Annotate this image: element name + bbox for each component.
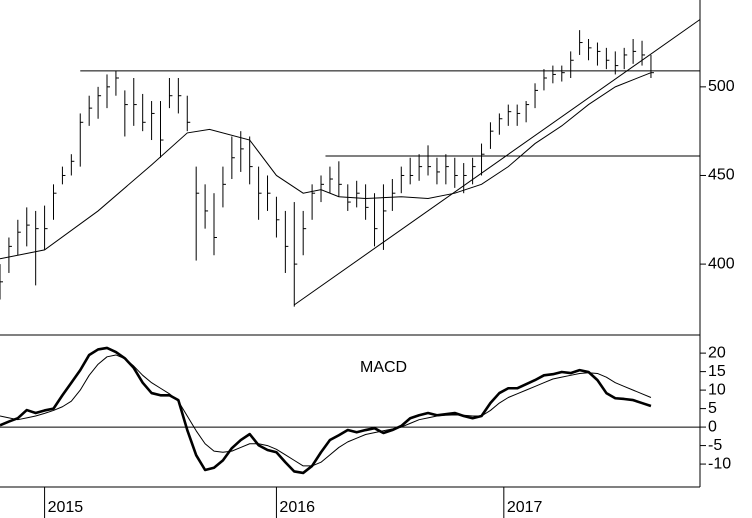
- y-tick-label: 450: [708, 167, 735, 184]
- y-tick-label: 500: [708, 78, 735, 95]
- y-tick-label: 20: [708, 344, 726, 361]
- overlay-line: [0, 72, 652, 260]
- annotation: MACD: [360, 359, 407, 376]
- macd-line: [0, 354, 652, 467]
- y-tick-label: -10: [708, 455, 731, 472]
- overlay-line: [293, 19, 701, 306]
- x-tick-label: 2016: [279, 499, 315, 516]
- x-tick-label: 2017: [507, 499, 543, 516]
- x-tick-label: 2015: [48, 499, 84, 516]
- y-tick-label: 15: [708, 363, 726, 380]
- macd-line: [0, 346, 652, 475]
- y-tick-label: -5: [708, 437, 722, 454]
- y-tick-label: 0: [708, 418, 717, 435]
- y-tick-label: 5: [708, 400, 717, 417]
- y-tick-label: 400: [708, 255, 735, 272]
- y-tick-label: 10: [708, 381, 726, 398]
